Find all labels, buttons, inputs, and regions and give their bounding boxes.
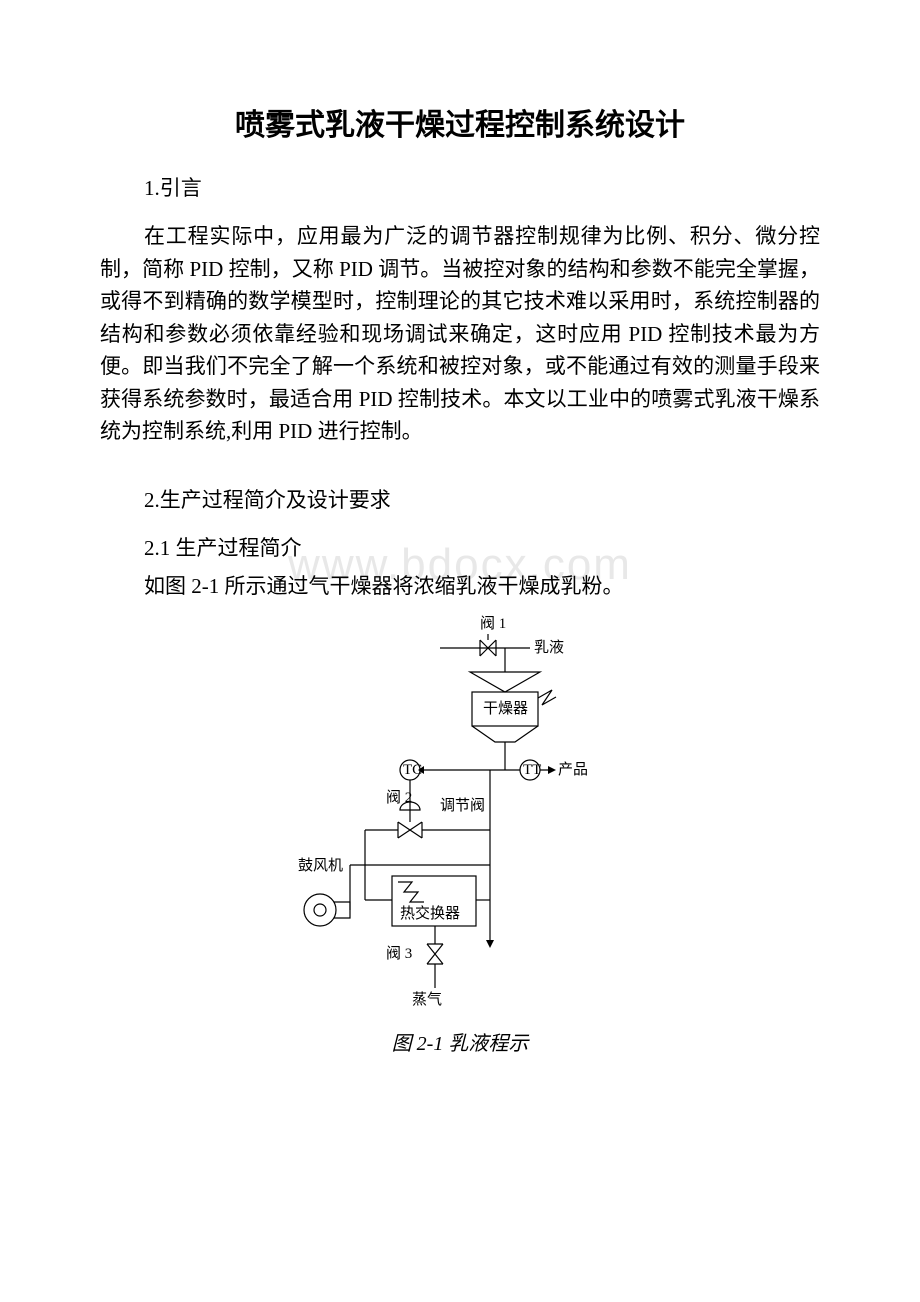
heat-exchanger-label: 热交换器 (400, 904, 460, 922)
valve3-label: 阀 3 (386, 945, 412, 962)
section-1-paragraph: 在工程实际中，应用最为广泛的调节器控制规律为比例、积分、微分控制，简称 PID … (100, 220, 820, 448)
section-1-heading: 1.引言 (144, 172, 820, 202)
emulsion-label: 乳液 (534, 639, 564, 656)
flowchart-svg: 阀 1 乳液 干燥器 (290, 610, 630, 1010)
figure-2-1: 阀 1 乳液 干燥器 (100, 610, 820, 1056)
blower-label: 鼓风机 (298, 857, 343, 874)
section-2-1-heading: 2.1 生产过程简介 (144, 532, 820, 562)
section-2-1-text: 如图 2-1 所示通过气干燥器将浓缩乳液干燥成乳粉。 (144, 570, 820, 600)
control-valve-label: 调节阀 (440, 797, 485, 814)
section-2-heading: 2.生产过程简介及设计要求 (144, 484, 820, 514)
tt-label: TT (523, 762, 541, 778)
figure-caption: 图 2-1 乳液程示 (100, 1027, 820, 1056)
page-title: 喷雾式乳液干燥过程控制系统设计 (100, 100, 820, 144)
steam-label: 蒸气 (412, 991, 442, 1008)
valve2-label: 阀 2 (386, 789, 412, 806)
valve1-label: 阀 1 (480, 615, 506, 632)
dryer-label: 干燥器 (483, 700, 528, 717)
product-label: 产品 (558, 761, 588, 778)
